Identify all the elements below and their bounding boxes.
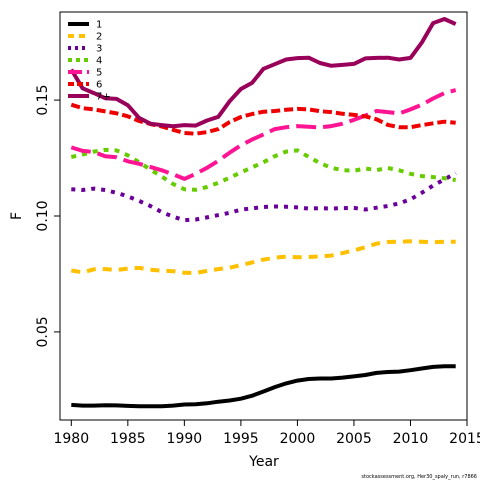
x-axis: 1980 1985 1990 1995 2000 2005 2010 2015 — [53, 419, 480, 447]
x-tick-label: 1985 — [110, 431, 146, 447]
x-tick-label: 2010 — [393, 431, 429, 447]
y-axis-title: F — [9, 212, 25, 220]
y-tick-label: 0.15 — [35, 85, 51, 116]
legend-label-1: 1 — [96, 20, 102, 31]
series-layer — [69, 17, 457, 409]
legend-label-7plus: 7+ — [96, 92, 111, 103]
x-tick-label: 1990 — [167, 431, 203, 447]
series-line-2 — [70, 239, 456, 275]
legend-label-3: 3 — [96, 44, 102, 55]
x-tick-label: 1995 — [223, 431, 259, 447]
legend-label-5: 5 — [96, 68, 102, 79]
y-tick-label: 0.10 — [35, 200, 51, 231]
series-line-1 — [71, 364, 456, 409]
series-line-7plus — [69, 17, 457, 129]
y-axis: 0.05 0.10 0.15 — [35, 85, 61, 347]
x-tick-label: 2015 — [449, 431, 480, 447]
series-line-4 — [70, 147, 457, 192]
legend-label-6: 6 — [96, 80, 102, 91]
x-tick-label: 2005 — [336, 431, 372, 447]
x-tick-label: 2000 — [280, 431, 316, 447]
series-line-3 — [71, 171, 457, 223]
series-line-5 — [70, 88, 457, 181]
plot-frame — [59, 11, 468, 421]
x-tick-label: 1980 — [53, 431, 89, 447]
series-line-6 — [70, 102, 456, 136]
footnote: stockassessment.org, Her30_spaly_run, r7… — [361, 474, 477, 480]
legend-label-4: 4 — [96, 56, 102, 67]
y-tick-label: 0.05 — [35, 316, 51, 347]
legend-label-2: 2 — [96, 32, 102, 43]
x-axis-title: Year — [248, 454, 279, 470]
